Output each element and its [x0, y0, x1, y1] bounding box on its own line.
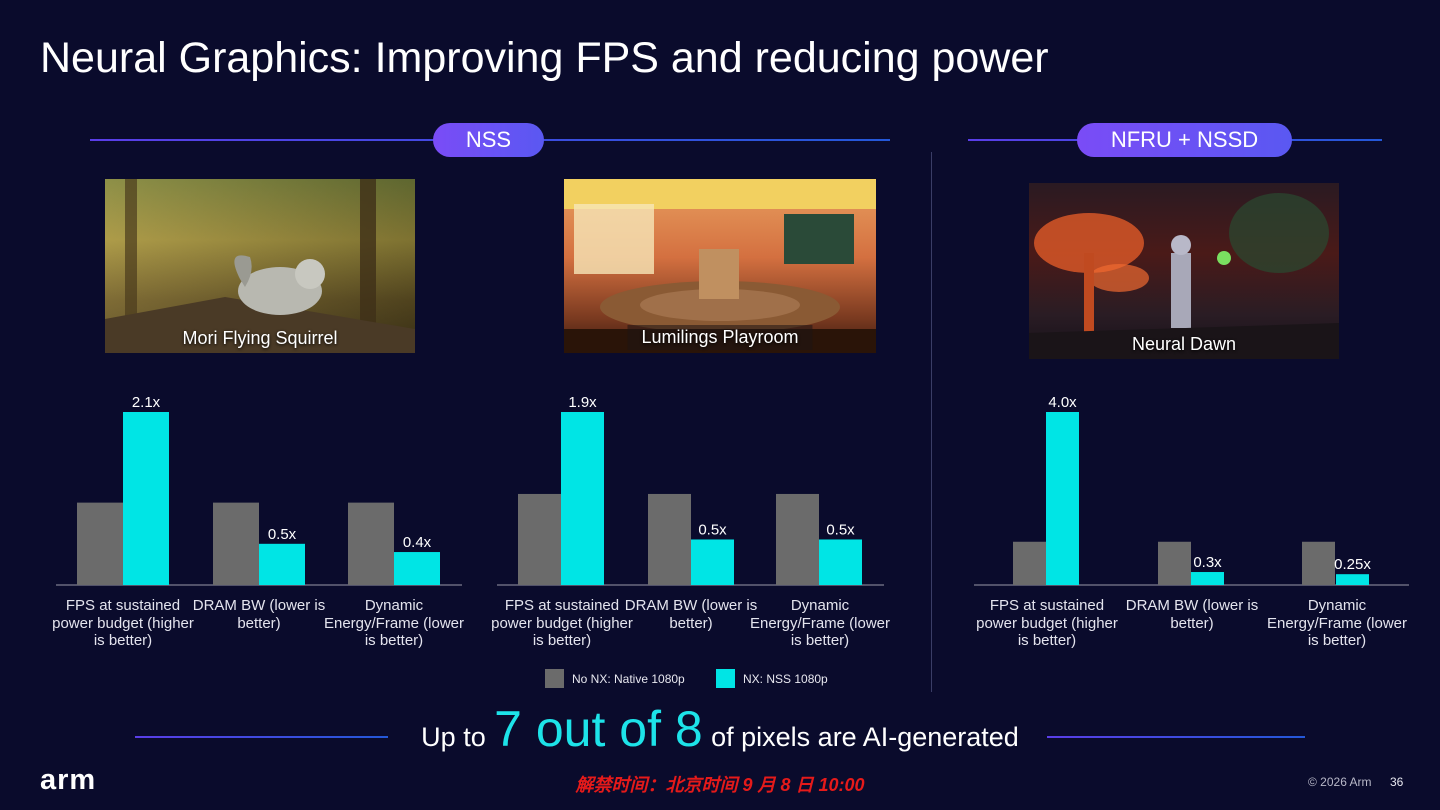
- legend-label-nx: NX: NSS 1080p: [743, 671, 828, 686]
- category-label: DRAM BW (lower is better): [192, 597, 326, 632]
- bar-nx: [1336, 574, 1369, 585]
- category-label: DRAM BW (lower is better): [1125, 597, 1259, 632]
- bar-nx: [819, 539, 862, 585]
- category-label: Dynamic Energy/Frame (lower is better): [749, 597, 891, 649]
- category-label: DRAM BW (lower is better): [624, 597, 758, 632]
- chart-lumilings-playroom: 1.9x 0.5x 0.5x: [497, 394, 884, 586]
- bar-nx: [123, 412, 169, 585]
- category-label: FPS at sustained power budget (higher is…: [976, 597, 1118, 649]
- embargo-notice: 解禁时间：北京时间 9 月 8 日 10:00: [575, 775, 865, 795]
- squirrel-scene-art: [105, 179, 415, 353]
- data-label: 2.1x: [132, 394, 161, 411]
- bar-charts: 2.1x 0.5x 0.4x 1.9x 0.5x 0.5x 4.0x 0.3x 0.25x: [56, 394, 1409, 586]
- slide-title: Neural Graphics: Improving FPS and reduc…: [40, 34, 1049, 82]
- legend-label-baseline: No NX: Native 1080p: [572, 671, 685, 686]
- screenshot-neural-dawn: Neural Dawn: [1029, 183, 1339, 359]
- section-pill-nss: NSS: [433, 123, 544, 157]
- bar-baseline: [213, 502, 259, 585]
- legend-baseline: No NX: Native 1080p: [545, 669, 685, 688]
- headline-rule-right: [1047, 736, 1305, 738]
- page-number: 36: [1390, 775, 1404, 789]
- section-pill-nfru-nssd: NFRU + NSSD: [1077, 123, 1292, 157]
- bar-nx: [1191, 572, 1224, 585]
- legend-swatch-nx: [716, 669, 735, 688]
- bar-baseline: [1158, 541, 1191, 585]
- screenshot-caption: Neural Dawn: [1131, 334, 1237, 354]
- data-label: 0.4x: [403, 534, 432, 551]
- data-label: 0.25x: [1334, 556, 1371, 573]
- category-label: Dynamic Energy/Frame (lower is better): [323, 597, 465, 649]
- bar-nx: [1046, 412, 1079, 585]
- category-label: Dynamic Energy/Frame (lower is better): [1266, 597, 1408, 649]
- screenshot-caption: Mori Flying Squirrel: [182, 328, 338, 348]
- data-label: 0.3x: [1193, 554, 1222, 571]
- headline-suffix: of pixels are AI-generated: [711, 722, 1019, 752]
- headline-rule-left: [135, 736, 388, 738]
- chart-neural-dawn: 4.0x 0.3x 0.25x: [974, 394, 1409, 586]
- section-divider: [931, 152, 932, 692]
- bar-baseline: [518, 493, 561, 585]
- legend-swatch-baseline: [545, 669, 564, 688]
- headline-prefix: Up to: [421, 722, 486, 752]
- bar-baseline: [648, 493, 691, 585]
- bar-baseline: [77, 502, 123, 585]
- data-label: 0.5x: [268, 526, 297, 543]
- headline: Up to 7 out of 8 of pixels are AI-genera…: [0, 700, 1440, 758]
- category-label: FPS at sustained power budget (higher is…: [52, 597, 194, 649]
- neural-dawn-scene-art: [1029, 193, 1339, 359]
- bar-baseline: [348, 502, 394, 585]
- bar-baseline: [776, 493, 819, 585]
- bar-nx: [259, 543, 305, 585]
- arm-logo: arm: [40, 764, 97, 796]
- screenshot-mori-flying-squirrel: Mori Flying Squirrel: [105, 179, 415, 353]
- bar-baseline: [1013, 541, 1046, 585]
- screenshot-lumilings-playroom: Lumilings Playroom: [564, 179, 876, 353]
- bar-nx: [691, 539, 734, 585]
- category-label: FPS at sustained power budget (higher is…: [491, 597, 633, 649]
- bar-nx: [561, 412, 604, 585]
- legend-nx: NX: NSS 1080p: [716, 669, 828, 688]
- data-label: 0.5x: [826, 521, 855, 538]
- screenshot-caption: Lumilings Playroom: [627, 325, 813, 350]
- bar-nx: [394, 552, 440, 585]
- headline-highlight: 7 out of 8: [494, 701, 703, 757]
- chart-mori-flying-squirrel: 2.1x 0.5x 0.4x: [56, 394, 462, 586]
- bar-baseline: [1302, 541, 1335, 585]
- data-label: 1.9x: [568, 394, 597, 411]
- copyright: © 2026 Arm: [1308, 775, 1372, 789]
- data-label: 0.5x: [698, 521, 727, 538]
- data-label: 4.0x: [1048, 394, 1077, 411]
